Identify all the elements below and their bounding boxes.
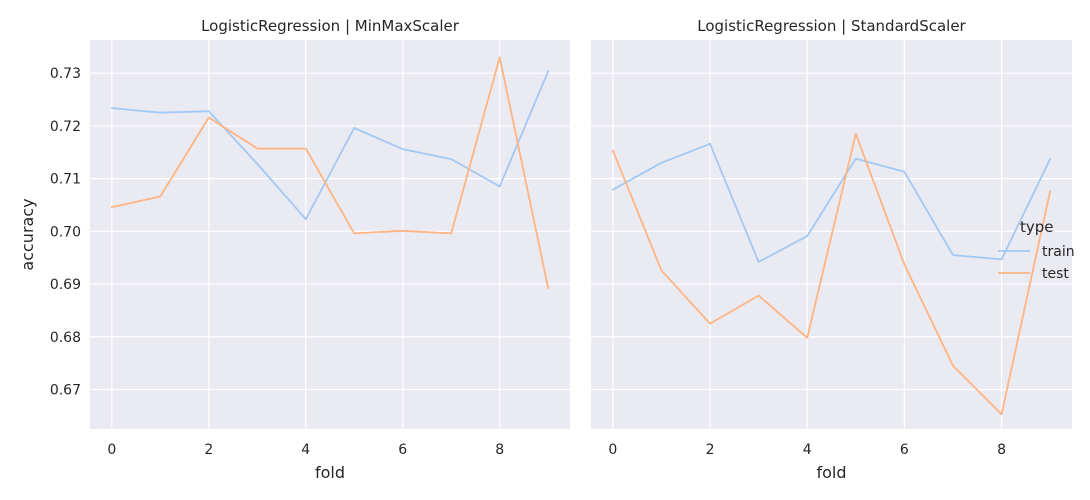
x-tick-label: 6: [900, 442, 909, 458]
x-tick-label: 0: [107, 442, 116, 458]
y-tick-label: 0.67: [50, 382, 81, 398]
x-axis-label: fold: [816, 463, 846, 482]
panel-title: LogisticRegression | MinMaxScaler: [201, 17, 460, 35]
y-tick-label: 0.68: [50, 330, 81, 346]
series-line-train: [110, 70, 550, 221]
panel-standardscaler: 0 2 4 6 8 LogisticRegression | StandardScaler…: [591, 17, 1072, 482]
y-tick-label: 0.71: [50, 172, 81, 188]
series-line-test: [612, 132, 1051, 416]
panel-title: LogisticRegression | StandardScaler: [697, 17, 966, 35]
series-line-train: [612, 142, 1051, 263]
y-tick-label: 0.73: [50, 66, 81, 82]
y-tick-label: 0.70: [50, 224, 81, 240]
x-tick-label: 4: [803, 442, 812, 458]
y-tick-label: 0.69: [50, 277, 81, 293]
y-axis-label: accuracy: [18, 198, 37, 270]
legend-label-train: train: [1042, 244, 1075, 260]
legend-label-test: test: [1042, 266, 1069, 282]
legend: type train test: [998, 218, 1075, 282]
x-tick-label: 4: [301, 442, 310, 458]
panel-minmaxscaler: 0 2 4 6 8 0.67 0.68 0.69 0.70 0.71 0.72 0.73 Logisti…: [18, 17, 570, 482]
x-tick-label: 8: [997, 442, 1006, 458]
x-tick-label: 0: [608, 442, 617, 458]
legend-title: type: [1020, 218, 1054, 236]
x-axis-label: fold: [315, 463, 345, 482]
x-tick-label: 2: [706, 442, 715, 458]
x-tick-label: 6: [398, 442, 407, 458]
x-tick-label: 8: [495, 442, 504, 458]
y-tick-label: 0.72: [50, 119, 81, 135]
x-tick-label: 2: [204, 442, 213, 458]
plot-area: [90, 40, 570, 429]
series-line-test: [110, 56, 550, 290]
